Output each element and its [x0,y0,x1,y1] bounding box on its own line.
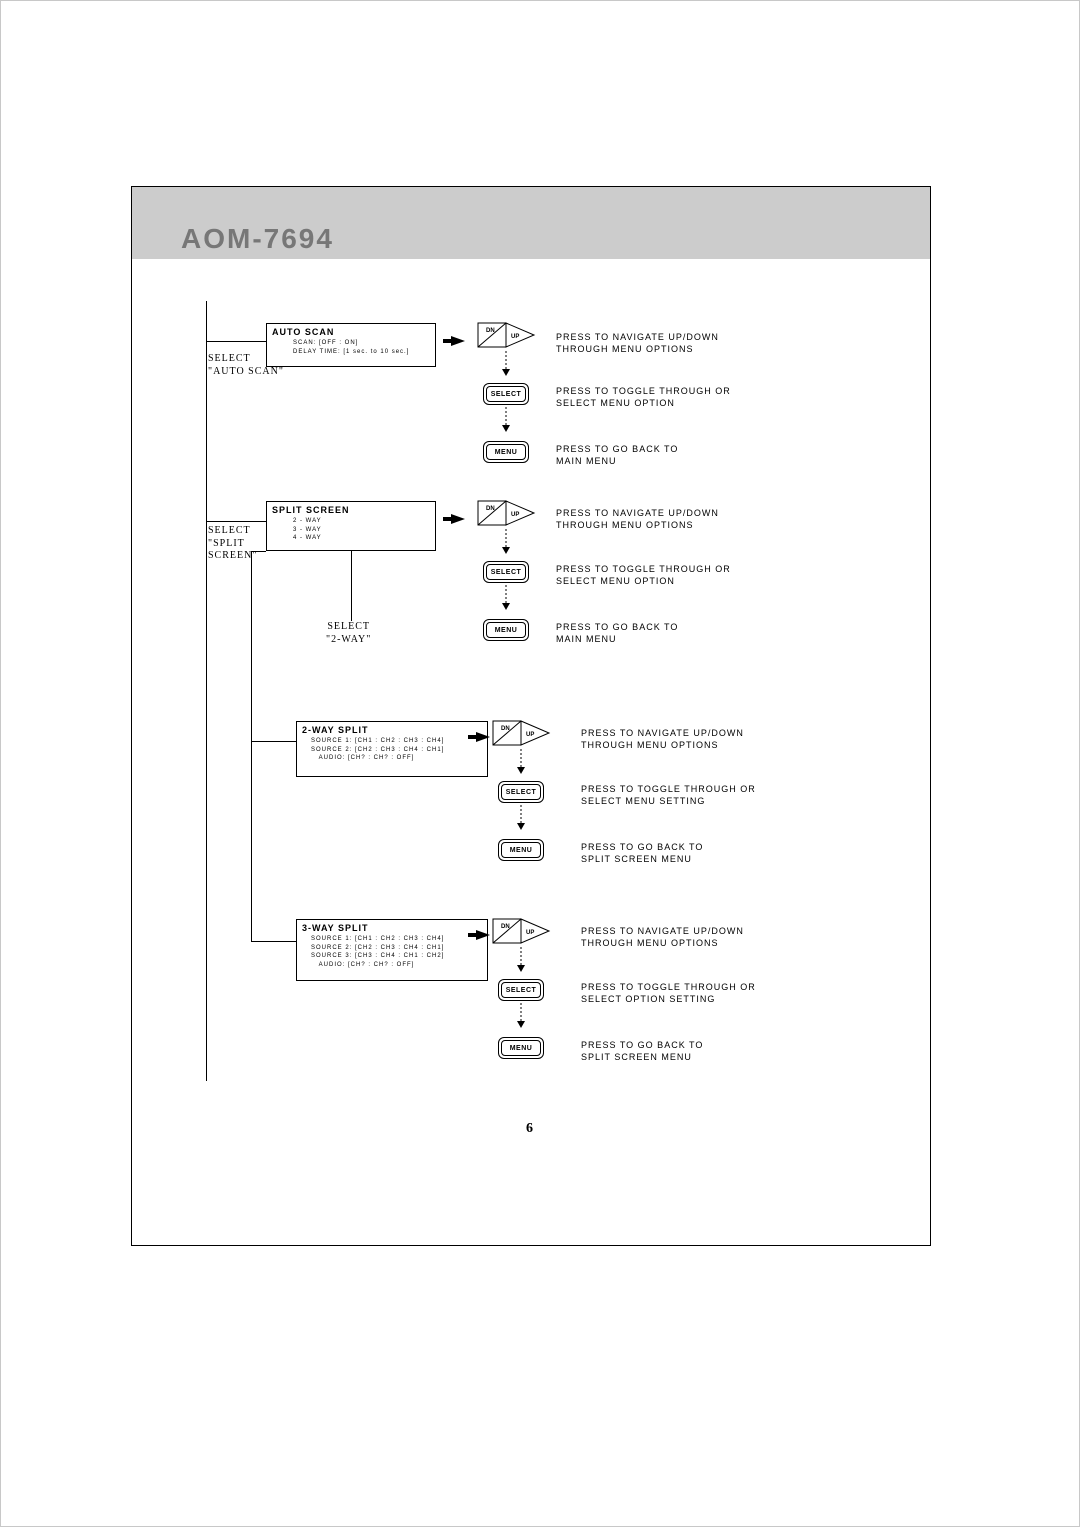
flow-line [251,941,296,942]
arrow-right-icon [476,930,490,940]
down-arrow-icon [516,749,526,775]
down-arrow-icon [501,407,511,433]
svg-text:DN: DN [486,506,495,512]
flow-line [251,741,296,742]
menu-body: SCAN: [OFF : ON] DELAY TIME: [1 sec. to … [267,339,435,362]
instr-nav: PRESS TO NAVIGATE UP/DOWN THROUGH MENU O… [581,727,744,751]
instr-select: PRESS TO TOGGLE THROUGH OR SELECT MENU S… [581,783,756,807]
menu-button: MENU [498,839,544,861]
menu-title: 3-WAY SPLIT [297,920,487,935]
arrow-right-icon [476,732,490,742]
rocker-dn-up: DN UP [491,719,551,747]
instr-nav: PRESS TO NAVIGATE UP/DOWN THROUGH MENU O… [556,331,719,355]
svg-text:DN: DN [501,726,510,732]
down-arrow-icon [516,1003,526,1029]
svg-text:UP: UP [526,732,534,738]
page-frame: AOM-7694 SELECT "AUTO SCAN" AUTO SCAN SC… [0,0,1080,1527]
arrow-right-icon [451,514,465,524]
menu-box-3way: 3-WAY SPLIT SOURCE 1: [CH1 : CH2 : CH3 :… [296,919,488,981]
instr-menu: PRESS TO GO BACK TO SPLIT SCREEN MENU [581,1039,703,1063]
instr-select: PRESS TO TOGGLE THROUGH OR SELECT MENU O… [556,563,731,587]
menu-button: MENU [498,1037,544,1059]
page-title: AOM-7694 [181,223,334,255]
menu-box-2way: 2-WAY SPLIT SOURCE 1: [CH1 : CH2 : CH3 :… [296,721,488,777]
svg-text:UP: UP [511,512,519,518]
arrow-right-icon [451,336,465,346]
down-arrow-icon [501,351,511,377]
flow-line [251,551,266,552]
down-arrow-icon [501,585,511,611]
menu-body: SOURCE 1: [CH1 : CH2 : CH3 : CH4] SOURCE… [297,935,487,976]
svg-text:DN: DN [501,924,510,930]
menu-title: AUTO SCAN [267,324,435,339]
flow-line [351,551,352,621]
rocker-dn-up: DN UP [476,499,536,527]
menu-title: SPLIT SCREEN [267,502,435,517]
instr-menu: PRESS TO GO BACK TO MAIN MENU [556,621,678,645]
dn-label: DN [486,328,495,334]
up-label: UP [511,334,519,340]
branch-label-2way: SELECT "2-WAY" [326,621,371,646]
instr-nav: PRESS TO NAVIGATE UP/DOWN THROUGH MENU O… [556,507,719,531]
svg-text:UP: UP [526,930,534,936]
menu-button: MENU [483,441,529,463]
instr-select: PRESS TO TOGGLE THROUGH OR SELECT MENU O… [556,385,731,409]
flow-line [206,521,266,522]
select-button: SELECT [498,781,544,803]
select-button: SELECT [498,979,544,1001]
down-arrow-icon [516,947,526,973]
select-button: SELECT [483,383,529,405]
flow-spine [206,301,207,1081]
down-arrow-icon [501,529,511,555]
rocker-dn-up: DN UP [491,917,551,945]
page-number: 6 [526,1121,533,1137]
instr-menu: PRESS TO GO BACK TO MAIN MENU [556,443,678,467]
side-label-split-screen: SELECT "SPLIT SCREEN" [208,525,257,563]
menu-title: 2-WAY SPLIT [297,722,487,737]
flow-branch-spine [251,551,252,941]
rocker-dn-up: DN UP [476,321,536,349]
menu-box-auto-scan: AUTO SCAN SCAN: [OFF : ON] DELAY TIME: [… [266,323,436,367]
menu-body: SOURCE 1: [CH1 : CH2 : CH3 : CH4] SOURCE… [297,737,487,769]
menu-button: MENU [483,619,529,641]
down-arrow-icon [516,805,526,831]
instr-select: PRESS TO TOGGLE THROUGH OR SELECT OPTION… [581,981,756,1005]
menu-box-split-screen: SPLIT SCREEN 2 - WAY 3 - WAY 4 - WAY [266,501,436,551]
menu-body: 2 - WAY 3 - WAY 4 - WAY [267,517,435,549]
instr-nav: PRESS TO NAVIGATE UP/DOWN THROUGH MENU O… [581,925,744,949]
select-button: SELECT [483,561,529,583]
flow-line [206,341,266,342]
instr-menu: PRESS TO GO BACK TO SPLIT SCREEN MENU [581,841,703,865]
